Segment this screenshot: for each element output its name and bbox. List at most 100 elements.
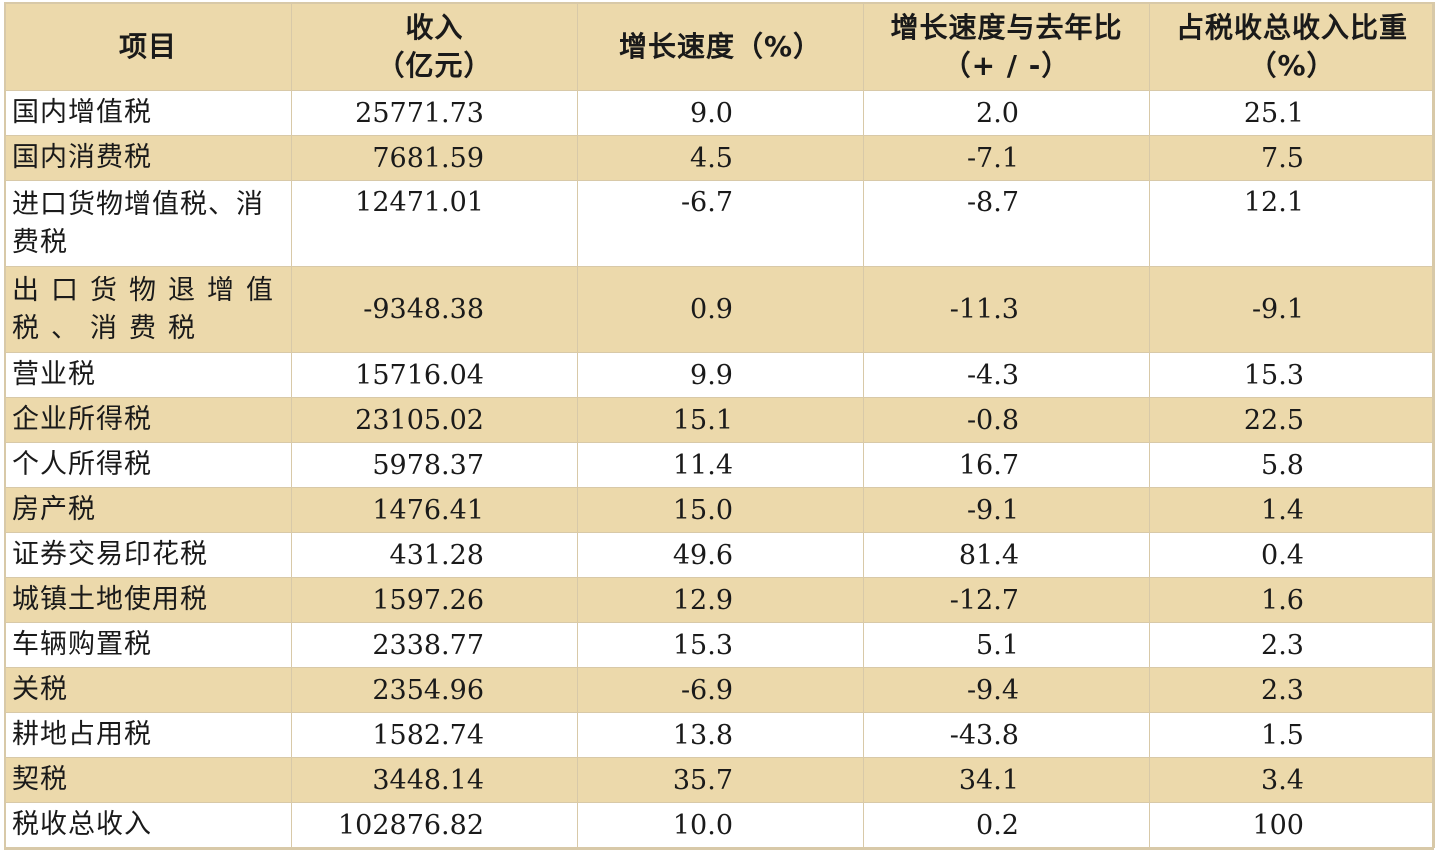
row-income: 2338.77 [291,622,578,668]
table-row: 国内消费税 7681.59 4.5 -7.1 7.5 [4,135,1435,181]
row-growth-diff: -43.8 [863,712,1150,758]
row-income: 7681.59 [291,135,578,181]
row-growth-diff: -7.1 [863,135,1150,181]
row-growth-diff: -9.1 [863,487,1150,533]
header-income: 收入 （亿元） [291,2,578,91]
row-item: 出口货物退增值税、消费税 [4,266,292,353]
header-growth: 增长速度（%） [577,2,864,91]
row-growth-diff: -12.7 [863,577,1150,623]
header-item: 项目 [4,2,292,91]
table-header: 项目 收入 （亿元） 增长速度（%） 增长速度与去年比 （+ / -） 占税收总… [4,2,1435,91]
row-share: 22.5 [1149,397,1435,443]
row-share: 25.1 [1149,90,1435,136]
row-growth-diff: 2.0 [863,90,1150,136]
row-income: 3448.14 [291,757,578,803]
row-growth-diff: 5.1 [863,622,1150,668]
row-growth: 9.9 [577,352,864,398]
row-item: 税收总收入 [4,802,292,848]
header-row: 项目 收入 （亿元） 增长速度（%） 增长速度与去年比 （+ / -） 占税收总… [4,2,1435,91]
row-share: 1.6 [1149,577,1435,623]
row-growth: 12.9 [577,577,864,623]
row-growth: 0.9 [577,266,864,353]
row-income: 102876.82 [291,802,578,848]
header-growth-diff-label: 增长速度与去年比 [890,10,1123,44]
header-growth-diff-unit: （+ / -） [942,48,1071,82]
row-item: 关税 [4,667,292,713]
row-growth: 11.4 [577,442,864,488]
row-growth: -6.7 [577,180,864,267]
table-row: 房产税 1476.41 15.0 -9.1 1.4 [4,487,1435,533]
row-growth-diff: -11.3 [863,266,1150,353]
table-body: 国内增值税 25771.73 9.0 2.0 25.1 国内消费税 7681.5… [4,90,1435,848]
row-item: 城镇土地使用税 [4,577,292,623]
row-share: 1.5 [1149,712,1435,758]
table-row: 契税 3448.14 35.7 34.1 3.4 [4,757,1435,803]
row-income: 15716.04 [291,352,578,398]
row-share: 7.5 [1149,135,1435,181]
row-growth: 15.1 [577,397,864,443]
row-share: 100 [1149,802,1435,848]
row-growth-diff: -0.8 [863,397,1150,443]
table-row: 进口货物增值税、消费税 12471.01 -6.7 -8.7 12.1 [4,180,1435,267]
header-growth-diff: 增长速度与去年比 （+ / -） [863,2,1150,91]
row-share: 12.1 [1149,180,1435,267]
row-share: 0.4 [1149,532,1435,578]
header-share: 占税收总收入比重 （%） [1149,2,1435,91]
row-share: 2.3 [1149,622,1435,668]
row-income: 2354.96 [291,667,578,713]
row-income: 5978.37 [291,442,578,488]
row-item: 企业所得税 [4,397,292,443]
row-growth: 10.0 [577,802,864,848]
header-income-label: 收入 [405,10,464,44]
row-growth: 15.3 [577,622,864,668]
row-growth: 13.8 [577,712,864,758]
row-growth-diff: -9.4 [863,667,1150,713]
table-row: 城镇土地使用税 1597.26 12.9 -12.7 1.6 [4,577,1435,623]
row-income: 431.28 [291,532,578,578]
table-row: 车辆购置税 2338.77 15.3 5.1 2.3 [4,622,1435,668]
row-growth: 9.0 [577,90,864,136]
row-growth-diff: 16.7 [863,442,1150,488]
row-item: 耕地占用税 [4,712,292,758]
row-growth: 15.0 [577,487,864,533]
row-share: 3.4 [1149,757,1435,803]
row-income: 1582.74 [291,712,578,758]
row-income: 23105.02 [291,397,578,443]
row-growth-diff: 0.2 [863,802,1150,848]
table-row: 个人所得税 5978.37 11.4 16.7 5.8 [4,442,1435,488]
row-growth-diff: -8.7 [863,180,1150,267]
row-income: 1597.26 [291,577,578,623]
row-growth: -6.9 [577,667,864,713]
row-share: 15.3 [1149,352,1435,398]
row-item: 车辆购置税 [4,622,292,668]
tax-revenue-table-container: 项目 收入 （亿元） 增长速度（%） 增长速度与去年比 （+ / -） 占税收总… [4,2,1435,850]
table-row: 证券交易印花税 431.28 49.6 81.4 0.4 [4,532,1435,578]
table-row: 出口货物退增值税、消费税 -9348.38 0.9 -11.3 -9.1 [4,266,1435,353]
row-growth: 35.7 [577,757,864,803]
row-item: 国内消费税 [4,135,292,181]
table-row: 关税 2354.96 -6.9 -9.4 2.3 [4,667,1435,713]
header-income-unit: （亿元） [376,48,493,82]
table-row-total: 税收总收入 102876.82 10.0 0.2 100 [4,802,1435,848]
row-share: 5.8 [1149,442,1435,488]
row-income: 25771.73 [291,90,578,136]
header-share-unit: （%） [1248,48,1336,82]
row-growth: 49.6 [577,532,864,578]
header-share-label: 占税收总收入比重 [1175,10,1408,44]
row-item: 营业税 [4,352,292,398]
row-income: 12471.01 [291,180,578,267]
row-item: 证券交易印花税 [4,532,292,578]
row-share: 1.4 [1149,487,1435,533]
row-growth-diff: 81.4 [863,532,1150,578]
row-income: -9348.38 [291,266,578,353]
row-growth-diff: -4.3 [863,352,1150,398]
table-row: 企业所得税 23105.02 15.1 -0.8 22.5 [4,397,1435,443]
table-row: 耕地占用税 1582.74 13.8 -43.8 1.5 [4,712,1435,758]
table-row: 国内增值税 25771.73 9.0 2.0 25.1 [4,90,1435,136]
row-share: 2.3 [1149,667,1435,713]
row-item: 国内增值税 [4,90,292,136]
row-share: -9.1 [1149,266,1435,353]
tax-revenue-table: 项目 收入 （亿元） 增长速度（%） 增长速度与去年比 （+ / -） 占税收总… [4,2,1435,848]
row-income: 1476.41 [291,487,578,533]
table-row: 营业税 15716.04 9.9 -4.3 15.3 [4,352,1435,398]
